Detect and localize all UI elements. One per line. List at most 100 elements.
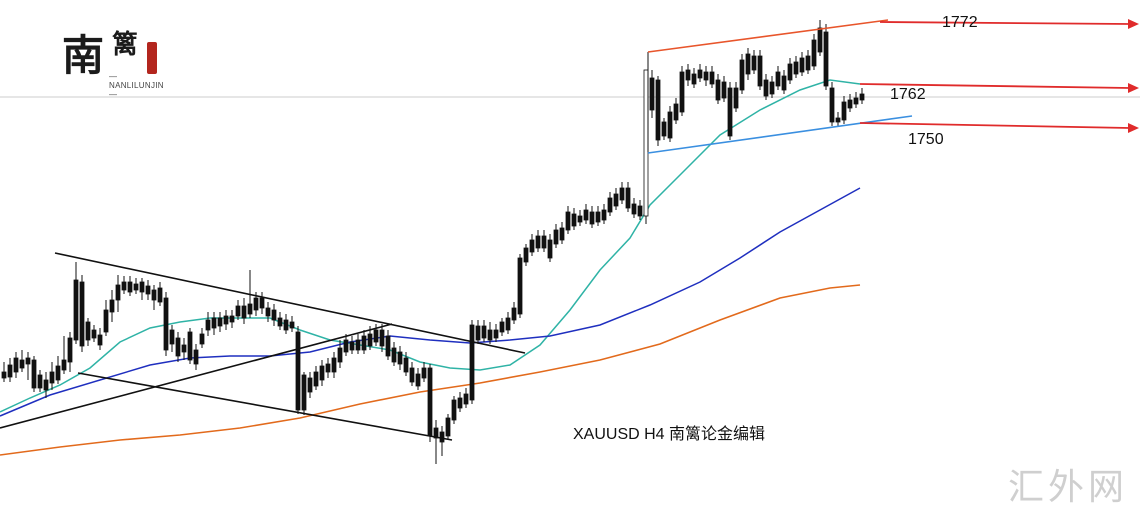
candle-body — [295, 331, 301, 411]
moving-average-line — [0, 187, 861, 417]
candle-body — [325, 363, 331, 373]
candle-body — [85, 321, 91, 341]
candle-body — [511, 307, 517, 321]
candle-body — [475, 325, 481, 341]
channel-trendline — [54, 252, 526, 354]
candle-body — [301, 374, 307, 411]
candle-body — [535, 235, 541, 249]
price-level-arrowhead — [1128, 83, 1139, 93]
candle-body — [751, 55, 757, 71]
candle-body — [667, 111, 673, 139]
candle-body — [289, 321, 295, 329]
candle-body — [397, 351, 403, 365]
price-level-line — [879, 21, 1131, 25]
candle-body — [763, 79, 769, 97]
candle-body — [811, 39, 817, 67]
candle-body — [103, 309, 109, 333]
candle-body — [679, 71, 685, 113]
level-label-1750: 1750 — [908, 131, 944, 148]
candle-body — [745, 53, 751, 75]
candle-body — [19, 359, 25, 369]
candle-body — [277, 317, 283, 327]
candle-body — [691, 73, 697, 85]
candle-body — [55, 365, 61, 381]
candle-body — [157, 287, 163, 303]
moving-average-line — [0, 284, 861, 456]
candle-body — [835, 117, 841, 123]
candle-body — [151, 289, 157, 301]
candle-body — [13, 357, 19, 373]
candle-body — [487, 329, 493, 341]
candle-body — [697, 69, 703, 79]
candle-body — [37, 374, 43, 389]
trendline-layer — [0, 19, 1139, 441]
candle-body — [853, 97, 859, 105]
candle-body — [247, 303, 253, 315]
price-level-line — [859, 83, 1131, 89]
logo-seal — [147, 42, 157, 74]
candle-body — [49, 371, 55, 384]
candle-body — [721, 81, 727, 99]
candle-body — [655, 79, 661, 141]
chart-caption: XAUUSD H4 南篱论金编辑 — [573, 426, 766, 443]
logo-subtitle: —NANLILUNJIN— — [109, 72, 164, 99]
candle-body — [727, 87, 733, 137]
candle-body — [517, 257, 523, 315]
candle-body — [847, 99, 853, 109]
candle-body — [319, 365, 325, 381]
support-trendline — [647, 115, 913, 154]
candle-body — [91, 329, 97, 339]
candle-body — [739, 59, 745, 91]
candle-body — [469, 324, 475, 401]
candle-body — [757, 55, 763, 87]
candle-body — [337, 347, 343, 363]
candle-body — [481, 325, 487, 339]
candle-body — [163, 297, 169, 351]
candle-body — [601, 209, 607, 221]
candle-body — [823, 31, 829, 87]
candle-body — [799, 57, 805, 73]
candle-body — [259, 297, 265, 309]
candle-body — [283, 319, 289, 331]
candle-body — [817, 27, 823, 53]
candle-body — [385, 335, 391, 357]
candle-body — [79, 281, 85, 347]
candle-body — [493, 329, 499, 339]
candle-body — [421, 367, 427, 379]
candle-body — [685, 69, 691, 81]
candle-body — [343, 339, 349, 353]
candle-body — [97, 334, 103, 346]
candle-body — [181, 344, 187, 353]
candle-body — [451, 399, 457, 421]
candle-body — [463, 393, 469, 405]
level-label-1762: 1762 — [890, 86, 926, 103]
channel-trendline — [77, 372, 453, 441]
candle-body — [307, 377, 313, 393]
candle-body — [7, 364, 13, 378]
candle-body — [775, 71, 781, 87]
brand-logo: 南 篱 —NANLILUNJIN— — [62, 20, 172, 99]
candle-body — [547, 239, 553, 259]
candle-body — [199, 333, 205, 345]
candle-body — [445, 417, 451, 437]
candle-body — [115, 284, 121, 301]
candle-body — [637, 205, 643, 217]
candle-body — [529, 239, 535, 253]
level-label-1772: 1772 — [942, 14, 978, 31]
candle-body — [127, 281, 133, 293]
channel-trendline — [0, 323, 393, 429]
candle-body — [643, 69, 649, 217]
candle-body — [403, 357, 409, 373]
price-level-arrowhead — [1128, 123, 1139, 133]
candle-body — [787, 63, 793, 81]
candle-body — [565, 211, 571, 231]
candle-body — [829, 87, 835, 123]
candle-body — [859, 93, 865, 101]
candle-body — [709, 71, 715, 85]
candle-body — [187, 331, 193, 361]
candle-body — [331, 357, 337, 373]
candle-body — [133, 283, 139, 291]
candle-body — [781, 75, 787, 91]
candle-body — [523, 247, 529, 263]
